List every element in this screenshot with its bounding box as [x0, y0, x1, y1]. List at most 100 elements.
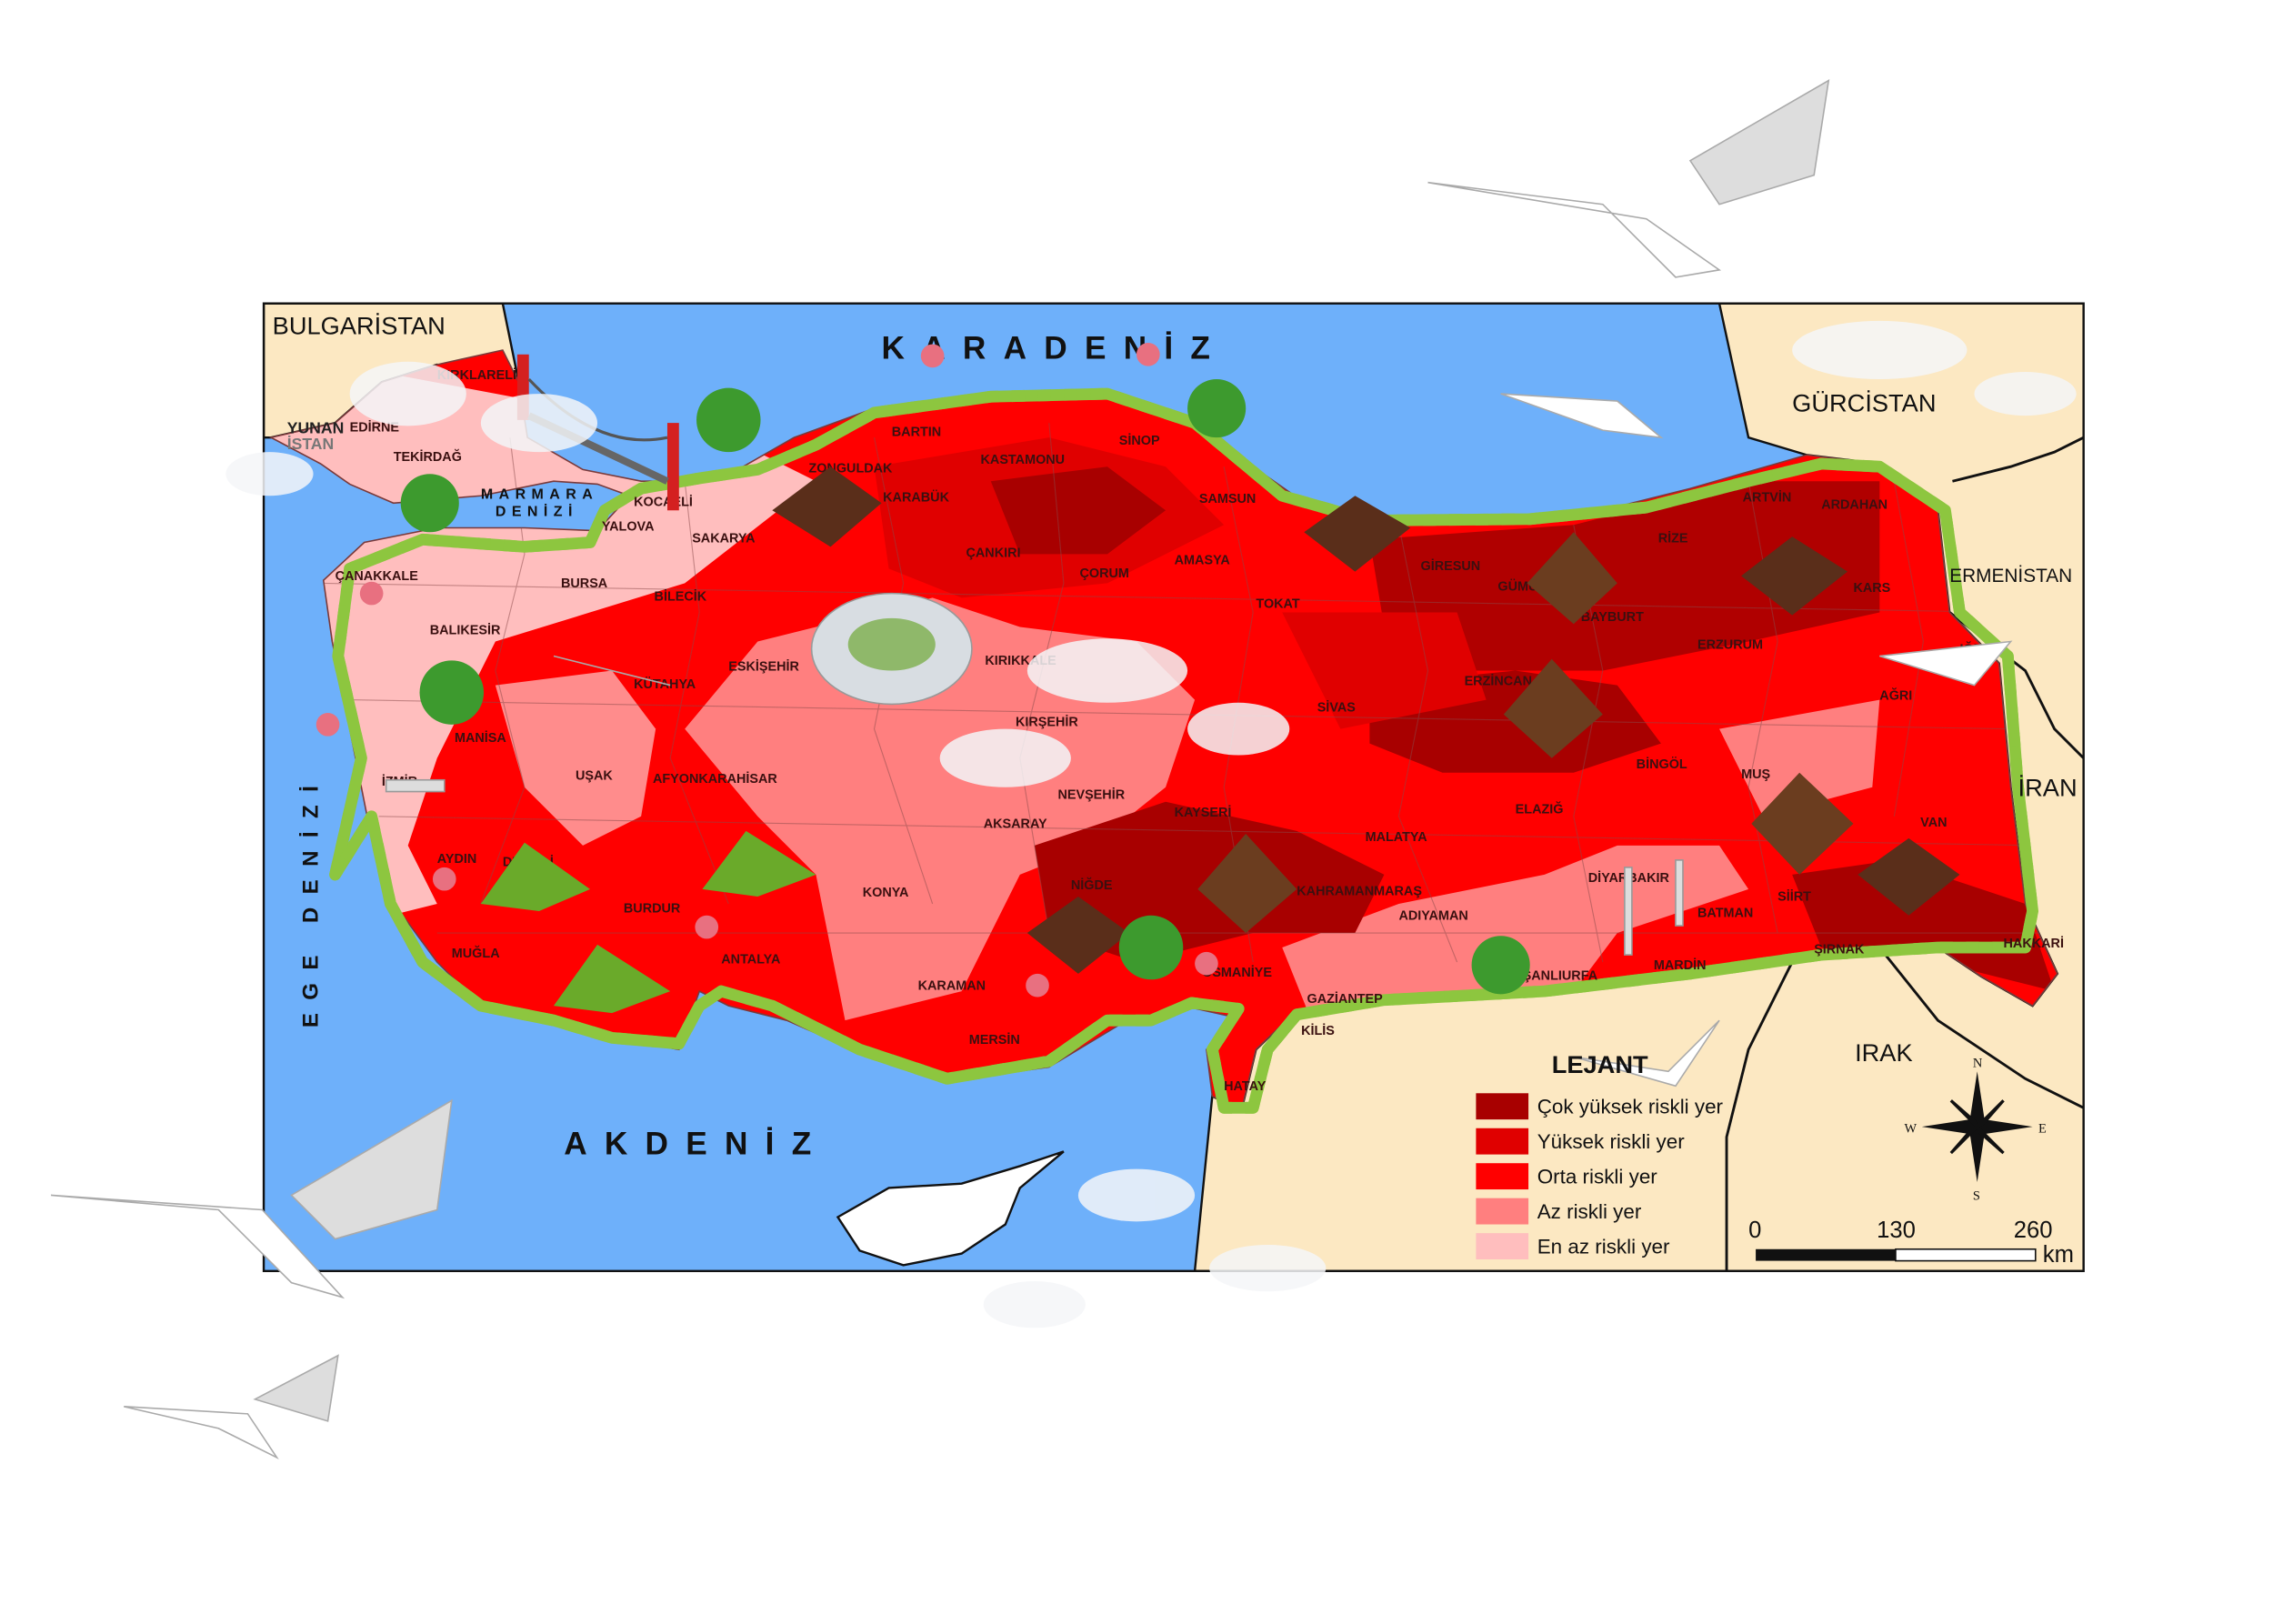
compass-rose-icon: N S W E: [1905, 1056, 2047, 1203]
scale-bar: 0 130 260 km: [1748, 1218, 2074, 1268]
province-label: SİİRT: [1777, 889, 1811, 905]
province-label: MARDİN: [1654, 957, 1707, 973]
rockfall-tent-icon: [480, 830, 816, 1014]
province-label: ARTVİN: [1743, 490, 1792, 506]
province-label: TEKİRDAĞ: [394, 448, 462, 465]
province-label: TOKAT: [1256, 597, 1299, 612]
province-label: ESKİŞEHİR: [728, 659, 799, 675]
legend-label: Orta riskli yer: [1537, 1166, 1658, 1188]
province-label: BİLECİK: [655, 589, 707, 605]
scale-tick-130: 130: [1877, 1218, 1916, 1243]
province-label: KARABÜK: [883, 490, 949, 506]
scale-tick-260: 260: [2014, 1218, 2053, 1243]
province-label: MUŞ: [1741, 767, 1770, 782]
legend-swatch: [1476, 1233, 1529, 1259]
province-label: KAYSERİ: [1175, 805, 1232, 820]
cyprus-island: [836, 1150, 1065, 1267]
province-label: AMASYA: [1175, 554, 1231, 568]
seagull-icon: [51, 78, 2013, 1460]
legend-label: Yüksek riskli yer: [1537, 1130, 1686, 1153]
scale-tick-0: 0: [1748, 1218, 1761, 1243]
legend-title: LEJANT: [1552, 1050, 1648, 1078]
province-label: VAN: [1920, 816, 1947, 830]
province-label: KOCAELİ: [634, 494, 693, 509]
compass-e: E: [2038, 1122, 2047, 1137]
province-label: BATMAN: [1697, 906, 1753, 920]
province-label: SİNOP: [1119, 433, 1160, 448]
province-label: ŞIRNAK: [1814, 942, 1865, 957]
province-label: NEVŞEHİR: [1057, 787, 1125, 803]
province-label: AKSARAY: [984, 817, 1047, 832]
province-label: KASTAMONU: [981, 453, 1066, 467]
province-label: KİLİS: [1301, 1023, 1335, 1038]
province-label: KAHRAMANMARAŞ: [1297, 884, 1422, 898]
country-label-georgia: GÜRCİSTAN: [1792, 388, 1936, 416]
compass-n: N: [1973, 1056, 1983, 1070]
compass-w: W: [1905, 1122, 1918, 1137]
province-label: BURSA: [561, 576, 608, 591]
legend-label: Çok yüksek riskli yer: [1537, 1096, 1724, 1118]
country-label-iraq: IRAK: [1855, 1038, 1913, 1067]
sea-label-aegean: EGE DENİZİ: [298, 773, 323, 1028]
country-label-greece-1: YUNAN: [287, 418, 345, 436]
province-label: HAKKARİ: [2004, 936, 2064, 951]
province-label: OSMANİYE: [1202, 965, 1272, 980]
province-label: KIRŞEHİR: [1016, 714, 1078, 729]
risk-zone-very-high-southeast: [1792, 859, 2055, 992]
province-label: RİZE: [1658, 531, 1688, 546]
legend-swatch: [1476, 1093, 1529, 1120]
legend-swatch: [1476, 1163, 1529, 1190]
beach-umbrella-icon: [315, 342, 1218, 997]
province-label: ERZİNCAN: [1465, 674, 1532, 689]
compass-s: S: [1973, 1188, 1980, 1203]
province-label: AĞRI: [1879, 687, 1912, 704]
risk-zone-very-high-north: [990, 466, 1167, 555]
province-label: YALOVA: [602, 520, 655, 535]
country-label-bulgaria: BULGARİSTAN: [273, 311, 446, 339]
country-label-iran: İRAN: [2018, 773, 2078, 801]
cloud-icon: [225, 320, 2077, 1328]
province-label: MUĞLA: [452, 945, 500, 961]
province-label: KARS: [1853, 581, 1890, 596]
risk-zone-high-mid: [1282, 612, 1487, 729]
province-label: KARAMAN: [918, 979, 986, 994]
province-label: ELAZIĞ: [1516, 801, 1564, 817]
province-label: BAYBURT: [1581, 610, 1644, 625]
legend: LEJANT Çok yüksek riskli yer Yüksek riskl…: [1476, 1050, 1724, 1259]
country-label-greece-2: İSTAN: [287, 435, 335, 453]
province-label: MALATYA: [1366, 830, 1428, 845]
sea-label-mediterranean: AKDENİZ: [564, 1127, 828, 1162]
rockfall-icon: [1197, 532, 1854, 934]
province-label: BURDUR: [624, 902, 681, 917]
risk-zone-low-central: [685, 597, 1196, 1021]
province-label: HATAY: [1224, 1079, 1267, 1094]
province-label: BİNGÖL: [1637, 757, 1687, 772]
map-frame-border: [262, 302, 2085, 1273]
province-label: ÇANAKKALE: [335, 569, 419, 584]
province-label: UŞAK: [576, 769, 613, 784]
province-label: BALIKESİR: [430, 622, 501, 637]
province-label: MERSİN: [969, 1032, 1020, 1048]
scale-unit: km: [2043, 1242, 2074, 1268]
province-label: SİVAS: [1317, 699, 1357, 715]
province-label: BARTIN: [892, 426, 941, 440]
risk-zone-low-strip: [495, 670, 656, 846]
province-label: ANTALYA: [721, 953, 781, 967]
province-label: SAMSUN: [1199, 492, 1256, 506]
province-label: NİĞDE: [1071, 877, 1113, 893]
country-label-armenia: ERMENİSTAN: [1949, 566, 2072, 586]
province-label: ERZURUM: [1697, 638, 1763, 653]
stadium-icon: [810, 592, 973, 706]
province-label: EDİRNE: [350, 420, 400, 436]
sea-label-marmara-1: MARMARA: [481, 486, 598, 502]
arch-gate-icon: [385, 778, 1684, 956]
legend-swatch: [1476, 1198, 1529, 1225]
legend-label: En az riskli yer: [1537, 1236, 1670, 1258]
risk-zone-low-east: [1719, 699, 1880, 817]
sea-label-marmara-2: DENİZİ: [496, 504, 578, 520]
province-label: GAZİANTEP: [1307, 991, 1384, 1007]
border-line: [1725, 436, 2084, 1271]
legend-swatch: [1476, 1128, 1529, 1155]
province-label: ARDAHAN: [1821, 498, 1887, 513]
